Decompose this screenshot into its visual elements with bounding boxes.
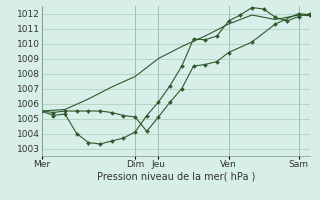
X-axis label: Pression niveau de la mer( hPa ): Pression niveau de la mer( hPa ) [97, 172, 255, 182]
